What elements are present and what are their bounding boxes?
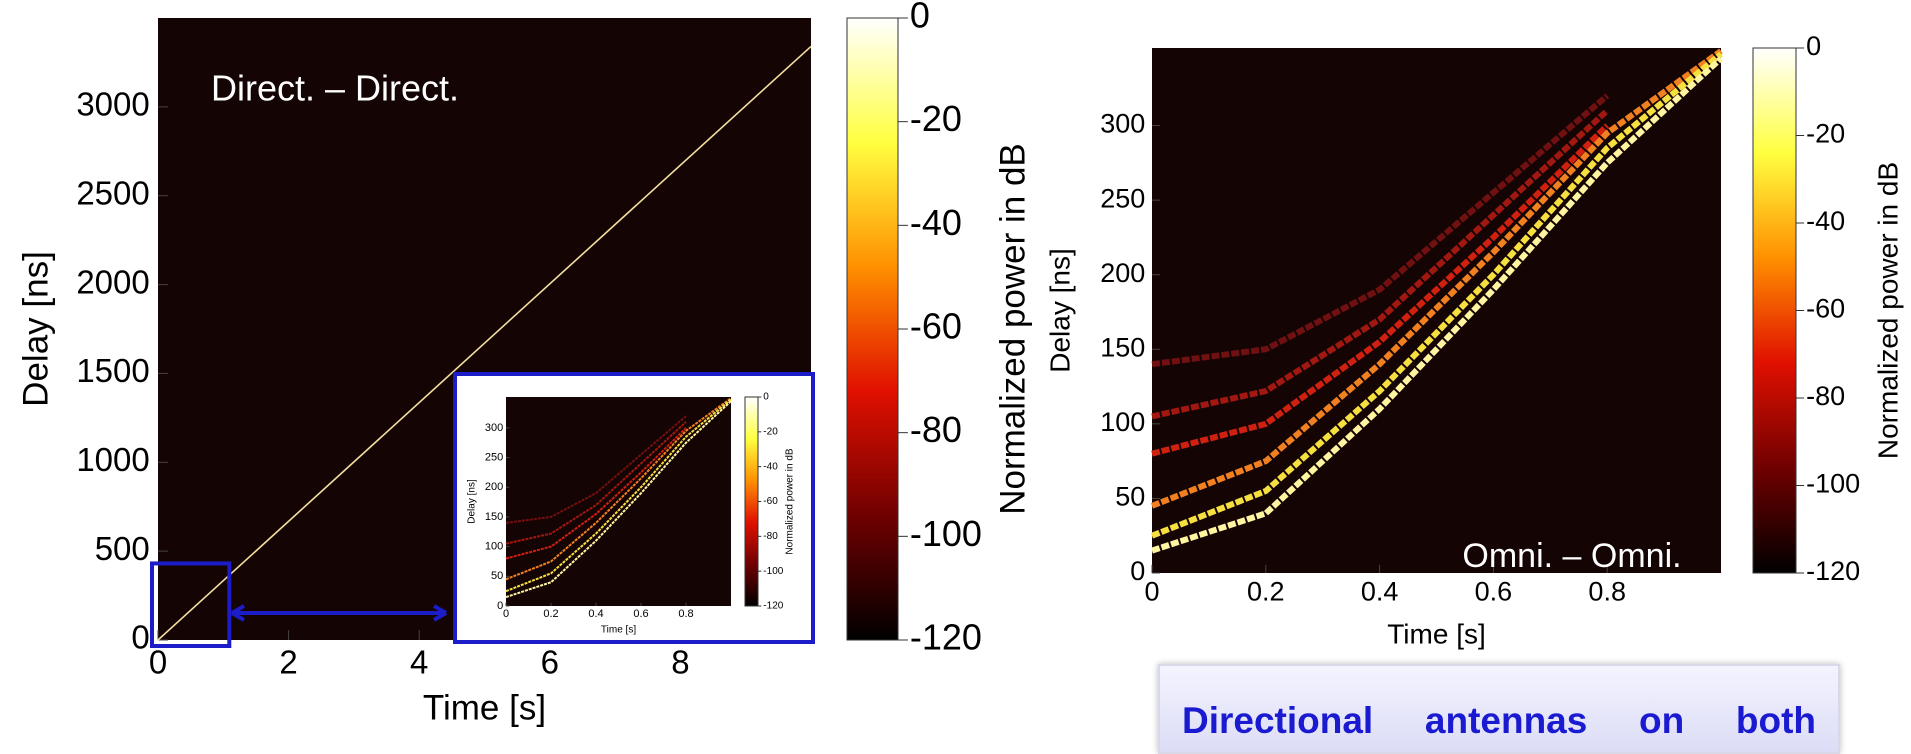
x-tick-label: 0 xyxy=(149,643,167,680)
colorbar-tick-label: -100 xyxy=(910,513,982,554)
colorbar-tick-label: -60 xyxy=(1806,294,1845,324)
colorbar-tick-label: -120 xyxy=(1806,556,1860,586)
y-tick-label: 300 xyxy=(485,422,503,434)
colorbar-tick-label: -40 xyxy=(1806,206,1845,236)
x-tick-label: 8 xyxy=(671,643,689,680)
x-tick-label: 0 xyxy=(503,608,509,620)
x-axis-label: Time [s] xyxy=(423,688,546,727)
y-tick-label: 150 xyxy=(1100,332,1145,362)
colorbar-tick-label: 0 xyxy=(763,392,769,403)
trace xyxy=(505,400,732,599)
y-tick-label: 50 xyxy=(1115,482,1145,512)
zoom-arrow xyxy=(230,604,448,622)
colorbar-tick-label: -20 xyxy=(1806,119,1845,149)
colorbar-tick-label: 0 xyxy=(1806,31,1821,61)
caption-text: Directional antennas on both xyxy=(1182,700,1816,741)
colorbar-tick-label: -80 xyxy=(910,409,962,450)
y-tick-label: 0 xyxy=(131,619,149,656)
x-tick-label: 0.6 xyxy=(1475,576,1513,606)
colorbar-tick-label: 0 xyxy=(910,0,930,36)
trace xyxy=(1150,48,1723,509)
y-tick-label: 1000 xyxy=(76,441,149,478)
colorbar-label: Normalized power in dB xyxy=(785,448,796,554)
colorbar xyxy=(744,396,759,607)
x-tick-label: 0.4 xyxy=(1361,576,1399,606)
y-tick-label: 50 xyxy=(491,570,503,582)
x-tick-label: 0.8 xyxy=(1588,576,1626,606)
colorbar-tick-label: -60 xyxy=(910,306,962,347)
trace xyxy=(505,421,687,545)
colorbar-tick-label: -20 xyxy=(910,98,962,139)
colorbar xyxy=(846,17,899,641)
trace xyxy=(505,427,687,560)
colorbar-tick-label: -80 xyxy=(763,531,778,542)
trace xyxy=(505,415,687,524)
annotation: Direct. – Direct. xyxy=(211,68,459,109)
y-tick-label: 100 xyxy=(1100,407,1145,437)
page: 0 500 1000 1500 2000 2500 3000 0 2 4 6 8 Time [s] Del… xyxy=(16,0,1904,754)
y-tick-label: 100 xyxy=(485,541,503,553)
colorbar-tick-label: -60 xyxy=(763,496,778,507)
y-axis-label: Delay [ns] xyxy=(1044,248,1075,373)
colorbar-tick-label: -20 xyxy=(763,426,778,437)
annotation: Omni. – Omni. xyxy=(1462,537,1681,575)
colorbar-tick-label: -40 xyxy=(763,461,778,472)
x-axis-label: Time [s] xyxy=(1387,618,1486,649)
x-tick-label: 0.8 xyxy=(678,608,693,620)
x-tick-label: 4 xyxy=(410,643,428,680)
y-tick-label: 3000 xyxy=(76,86,149,123)
x-tick-label: 0.4 xyxy=(588,608,603,620)
y-tick-label: 0 xyxy=(497,600,503,612)
colorbar-label: Normalized power in dB xyxy=(993,143,1032,515)
colorbar-tick-label: -100 xyxy=(1806,469,1860,499)
trace xyxy=(1151,108,1610,420)
trace xyxy=(1150,51,1723,539)
y-tick-label: 2000 xyxy=(76,263,149,300)
colorbar-tick-label: -100 xyxy=(763,566,783,577)
y-tick-label: 300 xyxy=(1100,109,1145,139)
colorbar-tick-label: -120 xyxy=(763,601,783,612)
y-tick-label: 0 xyxy=(1130,556,1145,586)
colorbar-tick-label: -120 xyxy=(910,617,982,658)
y-tick-label: 1500 xyxy=(76,352,149,389)
trace xyxy=(505,397,732,581)
trace xyxy=(1151,123,1610,457)
y-tick-label: 150 xyxy=(485,511,503,523)
x-tick-label: 0.2 xyxy=(543,608,558,620)
x-tick-label: 0 xyxy=(1144,576,1159,606)
y-axis-label: Delay [ns] xyxy=(467,479,478,524)
y-tick-label: 250 xyxy=(485,451,503,463)
caption-box: Directional antennas on both xyxy=(1158,664,1840,754)
colorbar-label: Normalized power in dB xyxy=(1872,162,1903,459)
x-axis-label: Time [s] xyxy=(601,625,636,636)
trace xyxy=(157,45,812,641)
trace xyxy=(1151,56,1724,554)
x-tick-label: 6 xyxy=(541,643,559,680)
trace xyxy=(1151,93,1610,368)
colorbar-tick-label: -40 xyxy=(910,202,962,243)
x-tick-label: 0.2 xyxy=(1247,576,1285,606)
x-tick-label: 2 xyxy=(279,643,297,680)
trace xyxy=(505,398,732,593)
y-tick-label: 250 xyxy=(1100,183,1145,213)
x-tick-label: 0.6 xyxy=(633,608,648,620)
zoom-box xyxy=(150,561,232,649)
y-tick-label: 500 xyxy=(95,530,150,567)
y-tick-label: 2500 xyxy=(76,174,149,211)
plot-area xyxy=(1152,48,1721,573)
colorbar xyxy=(1752,47,1797,574)
y-axis-label: Delay [ns] xyxy=(16,251,55,407)
y-tick-label: 200 xyxy=(1100,258,1145,288)
y-tick-label: 200 xyxy=(485,481,503,493)
colorbar-tick-label: -80 xyxy=(1806,381,1845,411)
